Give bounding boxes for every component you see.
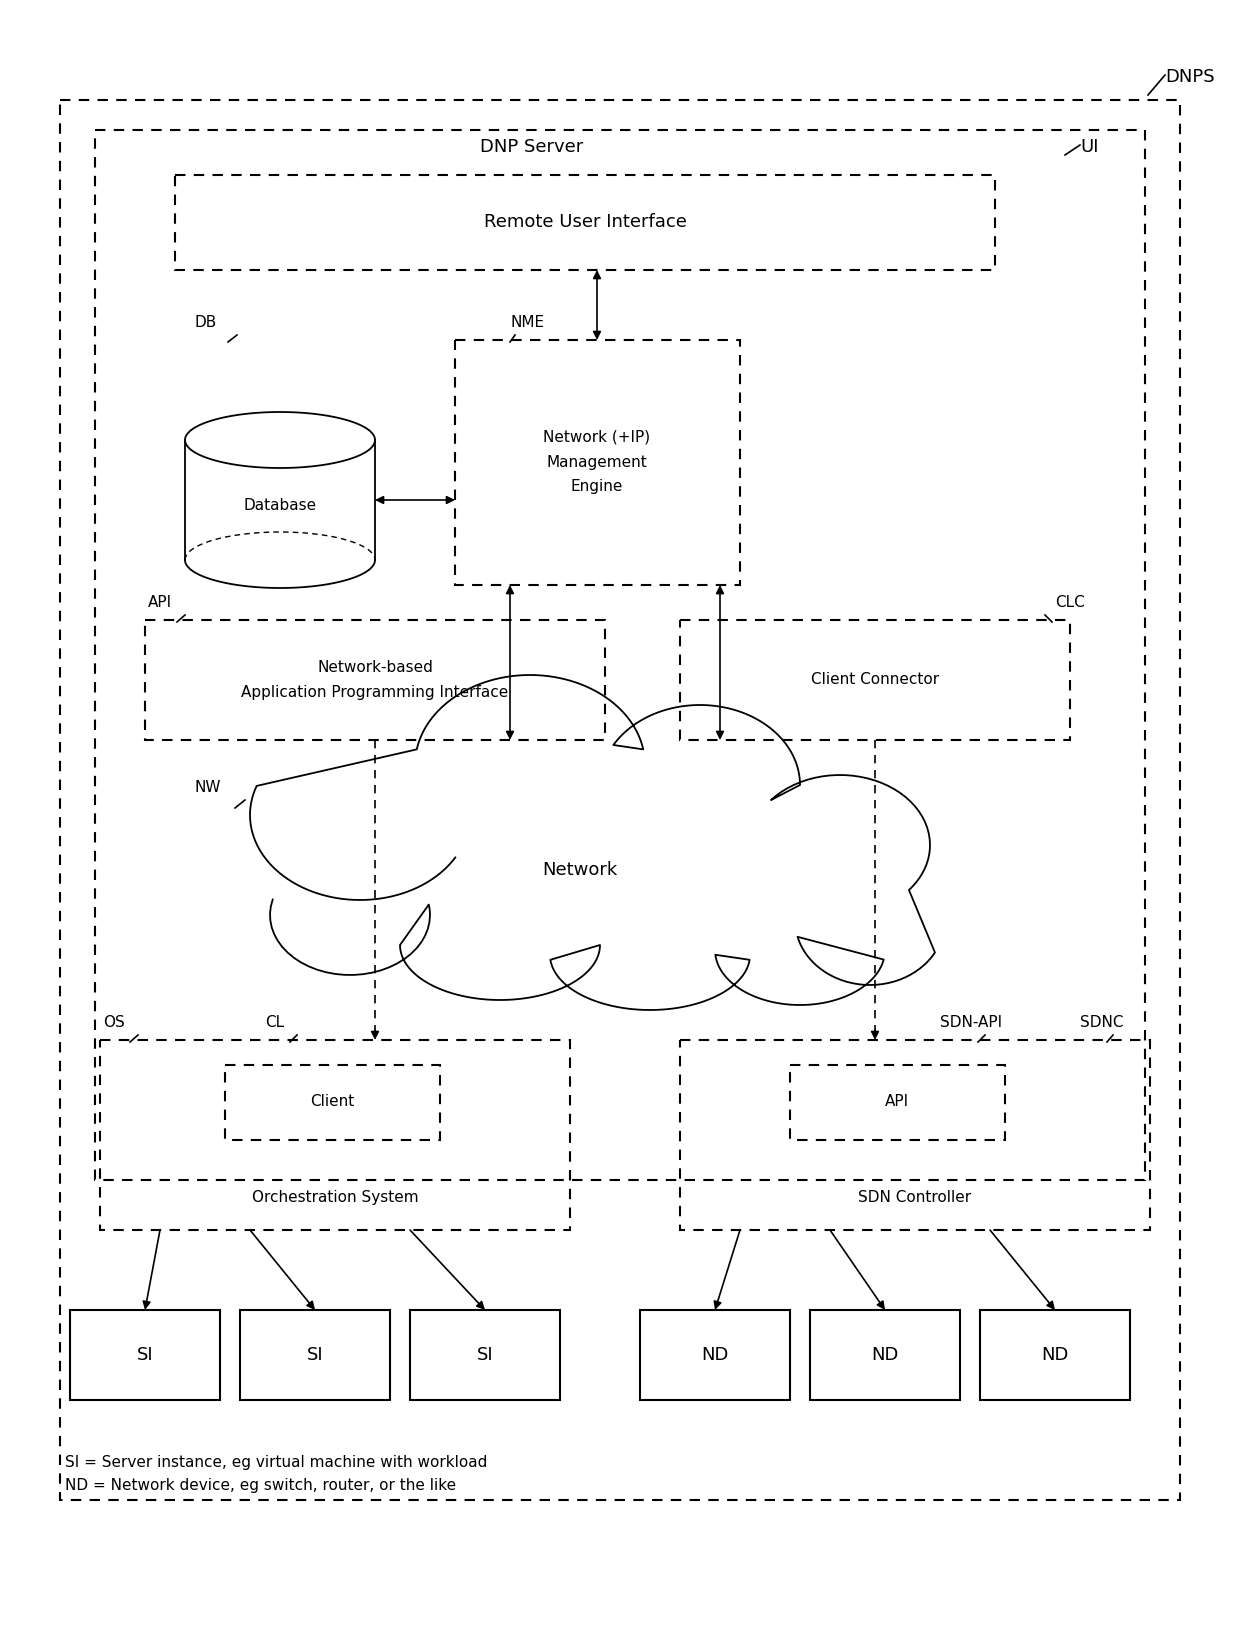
Text: DNP Server: DNP Server xyxy=(480,139,583,155)
Text: DB: DB xyxy=(195,315,217,330)
Text: API: API xyxy=(885,1095,909,1109)
Bar xyxy=(980,1309,1130,1400)
Text: SDN-API: SDN-API xyxy=(940,1015,1002,1030)
Text: NW: NW xyxy=(195,779,222,796)
Bar xyxy=(95,130,1145,1180)
Bar xyxy=(175,175,994,271)
Bar xyxy=(640,1309,790,1400)
Bar xyxy=(69,1309,219,1400)
Bar xyxy=(100,1040,570,1230)
Text: API: API xyxy=(148,594,172,609)
Text: SI: SI xyxy=(306,1346,324,1364)
Bar xyxy=(790,1065,1004,1139)
Text: ND: ND xyxy=(702,1346,729,1364)
Text: OS: OS xyxy=(103,1015,125,1030)
Text: NME: NME xyxy=(510,315,544,330)
Text: ND: ND xyxy=(872,1346,899,1364)
Text: Client Connector: Client Connector xyxy=(811,672,939,687)
Bar xyxy=(810,1309,960,1400)
Text: SI: SI xyxy=(476,1346,494,1364)
Text: Orchestration System: Orchestration System xyxy=(252,1190,418,1205)
Bar xyxy=(680,621,1070,740)
Text: Network: Network xyxy=(542,862,618,878)
Text: CLC: CLC xyxy=(1055,594,1085,609)
Bar xyxy=(224,1065,440,1139)
Bar xyxy=(455,340,740,584)
Bar xyxy=(241,1309,391,1400)
Text: SI = Server instance, eg virtual machine with workload
ND = Network device, eg s: SI = Server instance, eg virtual machine… xyxy=(64,1455,487,1494)
Bar xyxy=(60,101,1180,1501)
Text: UI: UI xyxy=(1080,139,1099,155)
Text: DNPS: DNPS xyxy=(1166,68,1215,86)
Text: Client: Client xyxy=(310,1095,355,1109)
Text: CL: CL xyxy=(265,1015,284,1030)
Bar xyxy=(680,1040,1149,1230)
Bar xyxy=(145,621,605,740)
Text: Network (+IP)
Management
Engine: Network (+IP) Management Engine xyxy=(543,429,651,494)
Bar xyxy=(410,1309,560,1400)
Text: Remote User Interface: Remote User Interface xyxy=(484,213,687,231)
Text: ND: ND xyxy=(1042,1346,1069,1364)
Text: SDNC: SDNC xyxy=(1080,1015,1123,1030)
Text: SI: SI xyxy=(136,1346,154,1364)
Text: Database: Database xyxy=(243,497,316,512)
Text: Network-based
Application Programming Interface: Network-based Application Programming In… xyxy=(242,660,508,700)
Text: SDN Controller: SDN Controller xyxy=(858,1190,972,1205)
